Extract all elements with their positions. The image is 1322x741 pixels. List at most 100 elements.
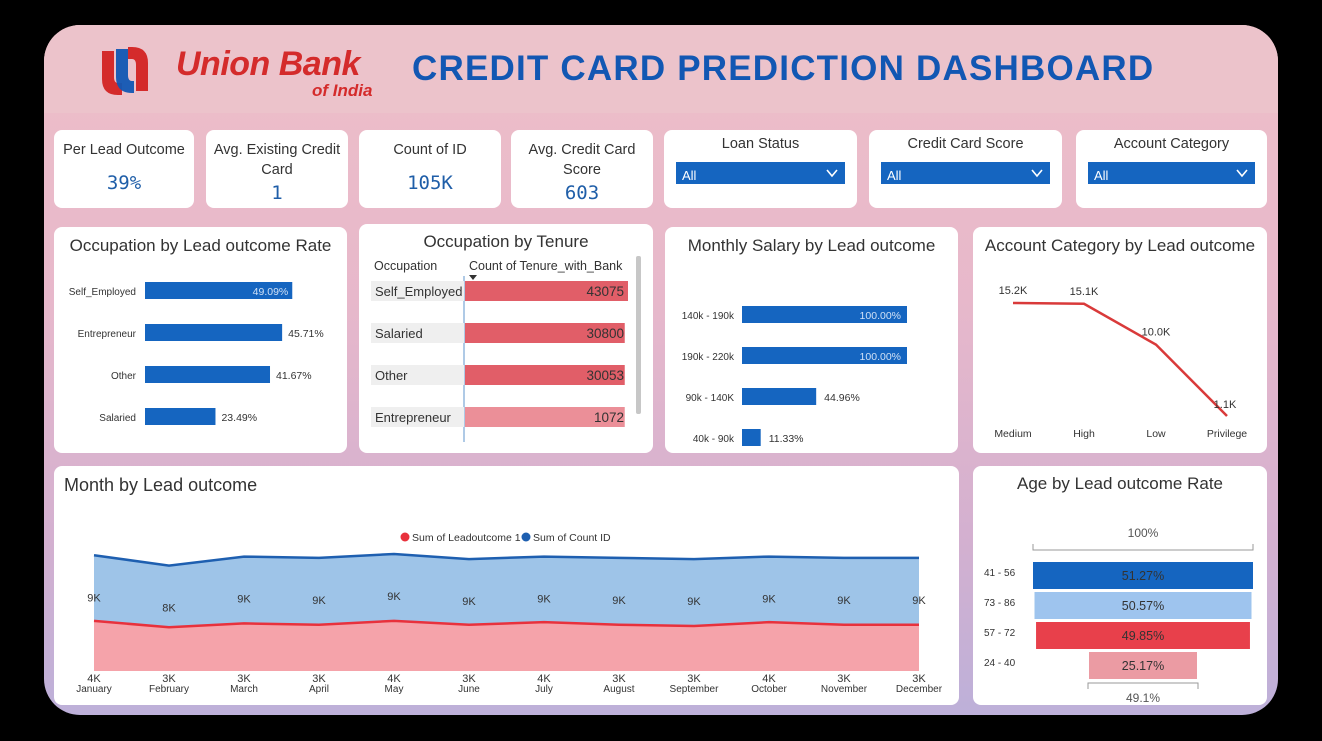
account-category-dropdown[interactable]: All — [1088, 162, 1255, 184]
union-bank-logo — [102, 47, 148, 95]
x-tick-label: May — [385, 684, 404, 695]
loan-status-dropdown[interactable]: All — [676, 162, 845, 184]
table-title: Occupation by Tenure — [423, 232, 589, 251]
data-label: 4K — [87, 673, 101, 685]
legend-marker — [400, 532, 410, 542]
chart-title: Occupation by Lead outcome Rate — [69, 236, 332, 255]
slicer-account-category: Account Category All — [1076, 130, 1267, 208]
kpi-value: 603 — [564, 182, 600, 204]
chevron-down-icon — [1031, 169, 1043, 178]
data-label: 9K — [762, 594, 776, 606]
data-label: 11.33% — [769, 433, 804, 445]
category-label: Medium — [994, 428, 1032, 440]
category-label: Other — [111, 371, 137, 382]
data-label: 9K — [312, 595, 326, 607]
kpi-card-avg-credit-card-score: Avg. Credit Card Score 603 — [511, 130, 653, 208]
data-label: 45.71% — [288, 328, 324, 340]
data-label: 3K — [462, 673, 476, 685]
chart-card-account-category: Account Category by Lead outcome 15.2K Me… — [973, 227, 1267, 453]
occupation-tenure-table: Occupation Count of Tenure_with_Bank Self_… — [371, 256, 641, 442]
x-tick-label: October — [751, 684, 787, 695]
kpi-label: Avg. Credit Card Score — [528, 142, 636, 178]
occupation-cell: Salaried — [375, 326, 423, 341]
page-title: CREDIT CARD PREDICTION DASHBOARD — [412, 49, 1155, 88]
count-bar — [465, 323, 625, 343]
count-cell: 43075 — [586, 284, 624, 299]
slicer-label: Loan Status — [721, 136, 800, 152]
bar — [742, 429, 761, 446]
data-label: 9K — [462, 596, 476, 608]
slicer-credit-card-score: Credit Card Score All — [869, 130, 1062, 208]
data-label: 23.49% — [221, 412, 257, 424]
x-tick-label: March — [230, 684, 258, 695]
category-label: Low — [1146, 428, 1166, 440]
data-label: 51.27% — [1122, 569, 1164, 583]
bar — [742, 347, 907, 364]
funnel-bar — [1036, 622, 1250, 649]
category-label: 24 - 40 — [984, 658, 1016, 669]
dashboard-frame: Union Bank of India CREDIT CARD PREDICTI… — [44, 25, 1278, 715]
sort-icon — [469, 275, 477, 280]
series-area — [94, 620, 919, 671]
chart-card-age-rate: Age by Lead outcome Rate 100% 41 - 56 51.2… — [973, 466, 1267, 705]
category-label: Privilege — [1207, 428, 1247, 440]
chart-title: Account Category by Lead outcome — [984, 236, 1256, 255]
row-background — [371, 365, 464, 385]
data-label: 3K — [687, 673, 701, 685]
category-label: 41 - 56 — [984, 568, 1016, 579]
category-label: 73 - 86 — [984, 598, 1016, 609]
dropdown-value: All — [682, 168, 697, 183]
row-background — [371, 323, 464, 343]
dropdown-value: All — [887, 168, 902, 183]
data-label: 49.85% — [1122, 629, 1164, 643]
data-label: 3K — [837, 673, 851, 685]
kpi-value: 105K — [407, 172, 453, 194]
data-label: 8K — [162, 603, 176, 615]
funnel-bar — [1033, 562, 1253, 589]
age-rate-chart: 100% 41 - 56 51.27% 73 - 86 50.57% 57 - 72 49.… — [984, 526, 1254, 705]
count-bar — [465, 365, 625, 385]
data-label: 41.67% — [276, 370, 312, 382]
bar — [145, 408, 216, 425]
funnel-bar — [1088, 652, 1198, 679]
category-label: 40k - 90k — [693, 434, 735, 445]
legend-label: Sum of Count ID — [533, 532, 611, 544]
series-line — [1012, 301, 1228, 417]
bottom-bracket — [1087, 682, 1199, 689]
kpi-label: Per Lead Outcome — [63, 142, 185, 158]
legend-label: Sum of Leadoutcome 1 — [412, 532, 521, 544]
chart-title: Age by Lead outcome Rate — [1016, 474, 1224, 493]
data-label: 9K — [87, 592, 101, 604]
header: Union Bank of India CREDIT CARD PREDICTI… — [44, 25, 1278, 113]
x-tick-label: November — [821, 684, 868, 695]
data-label: 3K — [612, 673, 626, 685]
month-outcome-chart: Sum of Leadoutcome 1 Sum of Count ID Janua… — [76, 532, 943, 695]
x-tick-label: July — [535, 684, 553, 695]
data-label: 25.17% — [1122, 659, 1164, 673]
category-label: Self_Employed — [69, 287, 136, 298]
slicer-loan-status: Loan Status All — [664, 130, 857, 208]
slicer-label: Account Category — [1113, 136, 1230, 152]
x-tick-label: February — [149, 684, 189, 695]
data-label: 3K — [312, 673, 326, 685]
credit-card-score-dropdown[interactable]: All — [881, 162, 1050, 184]
top-label: 100% — [1128, 526, 1159, 540]
data-label: 9K — [837, 595, 851, 607]
column-header: Count of Tenure_with_Bank — [469, 259, 623, 273]
data-label: 3K — [162, 673, 176, 685]
scrollbar-track — [636, 256, 641, 414]
slicer-label: Credit Card Score — [907, 136, 1024, 152]
row-background — [371, 407, 464, 427]
data-label: 9K — [537, 594, 551, 606]
data-label: 15.2K — [999, 285, 1028, 297]
salary-outcome-chart: 140k - 190k 100.00% 190k - 220k 100.00% 90k … — [682, 306, 907, 446]
kpi-label: Count of ID — [393, 142, 467, 158]
column-header: Occupation — [374, 259, 437, 273]
kpi-value: 1 — [271, 182, 283, 204]
x-tick-label: January — [76, 684, 112, 695]
data-label: 100.00% — [860, 310, 901, 322]
legend-marker — [521, 532, 531, 542]
data-label: 4K — [387, 673, 401, 685]
category-label: Entrepreneur — [78, 329, 137, 340]
data-label: 49.09% — [253, 286, 289, 298]
